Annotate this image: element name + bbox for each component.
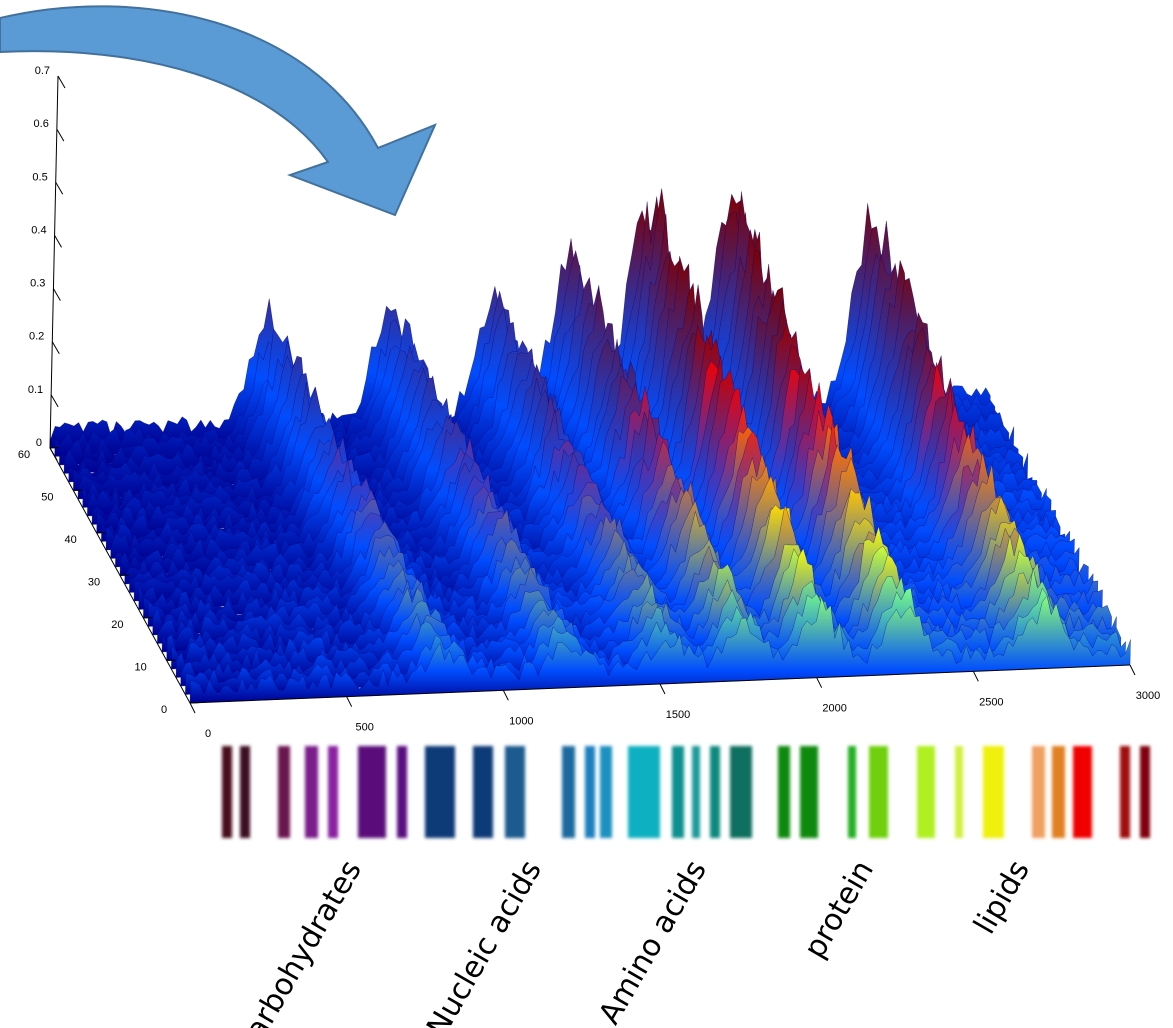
stripe: [1032, 746, 1045, 838]
spectral-strip: [222, 746, 1150, 838]
x-tick: [502, 690, 509, 701]
category-label: Amino acids: [592, 855, 714, 1028]
z-tick-label: 0.7: [35, 65, 50, 77]
x-tick-label: 3000: [1136, 690, 1160, 702]
z-tick: [50, 394, 59, 408]
stripe: [425, 746, 455, 838]
stripe: [397, 746, 407, 838]
stripe: [1052, 746, 1065, 838]
stripe: [600, 746, 612, 838]
x-tick: [972, 671, 979, 682]
z-tick: [52, 288, 61, 301]
stripe: [955, 746, 963, 838]
surface: [49, 188, 1131, 704]
stripe: [778, 746, 790, 838]
z-tick: [54, 235, 63, 248]
stripe: [672, 746, 684, 838]
z-tick: [51, 341, 60, 354]
x-tick-label: 1500: [666, 709, 690, 721]
z-tick-label: 0.4: [31, 224, 46, 236]
stripe: [710, 746, 720, 838]
stripe: [1140, 746, 1150, 838]
y-tick-label: 0: [161, 704, 167, 716]
category-label: lipids: [967, 855, 1037, 941]
category-label: protein: [797, 855, 881, 965]
stripe: [848, 746, 856, 838]
z-tick: [57, 75, 66, 89]
stripe: [692, 746, 700, 838]
stripe: [278, 746, 290, 838]
x-tick-label: 0: [205, 728, 211, 740]
z-tick: [56, 128, 65, 142]
category-labels: carbohydrates Nucleic acids Amino acids pro…: [230, 855, 1037, 1028]
stripe: [505, 746, 525, 838]
stripe: [917, 746, 935, 838]
x-tick: [816, 677, 823, 688]
z-tick-label: 0: [36, 437, 42, 449]
stripe: [869, 746, 888, 838]
z-tick-label: 0.1: [28, 384, 43, 396]
x-tick: [189, 702, 196, 714]
arrow: [0, 5, 437, 217]
y-tick-label: 40: [65, 534, 77, 546]
stripe: [1120, 746, 1130, 838]
x-tick: [659, 683, 666, 695]
stripe: [222, 746, 232, 838]
x-tick: [1129, 664, 1136, 676]
stripe: [305, 746, 318, 838]
category-label: carbohydrates: [230, 855, 369, 1028]
y-tick-label: 30: [88, 577, 100, 589]
stripe: [628, 746, 660, 838]
stripe: [983, 746, 1004, 838]
surface-slice: [189, 595, 1131, 704]
x-tick-label: 1000: [509, 715, 533, 727]
z-tick-label: 0.2: [29, 331, 44, 343]
y-tick-label: 10: [135, 662, 147, 674]
axes: 0 0.1 0.2 0.3 0.4 0.5 0.6 0.7 0 10 20 30 40 50 60 0 500 1…: [18, 65, 1160, 740]
stripe: [730, 746, 752, 838]
z-tick: [55, 182, 64, 195]
y-tick-label: 20: [111, 619, 123, 631]
x-tick-label: 2500: [979, 696, 1003, 708]
stripe: [358, 746, 386, 838]
y-tick-label: 50: [41, 492, 53, 504]
stripe: [240, 746, 250, 838]
z-tick-label: 0.6: [34, 118, 49, 130]
x-tick: [346, 696, 353, 707]
stripe: [800, 746, 818, 838]
z-axis: [49, 75, 59, 449]
z-tick: [49, 447, 58, 461]
stripe: [562, 746, 575, 838]
stripe: [473, 746, 493, 838]
stripe: [585, 746, 595, 838]
x-tick-label: 500: [355, 722, 373, 734]
y-tick-label: 60: [18, 449, 30, 461]
stripe: [328, 746, 338, 838]
z-tick-label: 0.5: [32, 171, 47, 183]
x-tick-label: 2000: [822, 703, 846, 715]
stripe: [1073, 746, 1092, 838]
z-tick-label: 0.3: [30, 278, 45, 290]
category-label: Nucleic acids: [420, 855, 549, 1028]
